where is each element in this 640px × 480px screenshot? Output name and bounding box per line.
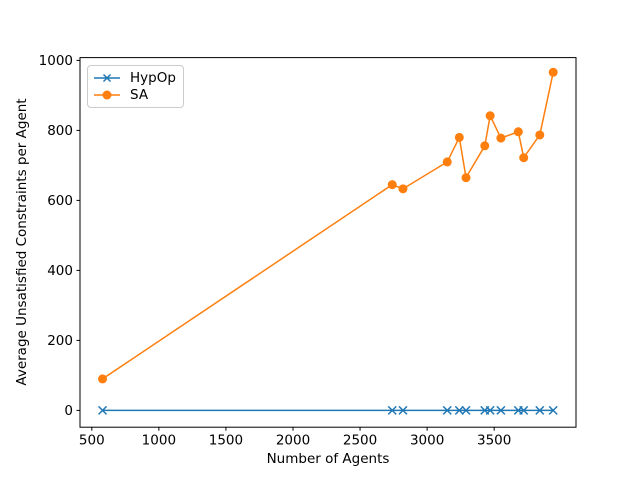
data-point-x xyxy=(454,405,464,415)
x-tick-label: 500 xyxy=(79,433,105,449)
data-point-circle xyxy=(461,173,471,183)
data-point-circle xyxy=(496,133,506,143)
data-point-circle xyxy=(387,180,397,190)
legend-label-sa: SA xyxy=(130,86,149,103)
line-circle-marker-icon xyxy=(94,90,120,100)
series-line-sa xyxy=(102,72,554,380)
data-point-circle xyxy=(485,111,495,121)
data-point-circle xyxy=(519,153,529,163)
data-point-circle xyxy=(398,184,408,194)
data-point-x xyxy=(442,405,452,415)
x-tick-label: 2500 xyxy=(343,433,377,449)
y-tick-label: 1000 xyxy=(39,53,73,69)
data-point-circle xyxy=(513,127,523,137)
legend: HypOp SA xyxy=(87,65,184,108)
y-tick-label: 400 xyxy=(47,263,73,279)
data-point-x xyxy=(535,405,545,415)
legend-label-hypop: HypOp xyxy=(130,70,176,87)
data-point-x xyxy=(398,405,408,415)
data-point-circle xyxy=(535,130,545,140)
line-x-marker-icon xyxy=(94,74,120,83)
data-point-x xyxy=(519,405,529,415)
data-point-circle xyxy=(548,67,558,77)
legend-item-sa: SA xyxy=(93,87,177,104)
data-point-circle xyxy=(454,132,464,142)
y-tick-label: 200 xyxy=(47,333,73,349)
y-tick-label: 0 xyxy=(64,403,73,419)
y-axis-label: Average Unsatisfied Constraints per Agen… xyxy=(14,98,30,386)
data-point-x xyxy=(461,405,471,415)
legend-item-hypop: HypOp xyxy=(93,70,177,87)
data-point-x xyxy=(98,405,108,415)
plot-border xyxy=(79,57,577,428)
x-axis-label: Number of Agents xyxy=(266,451,390,467)
y-tick-label: 600 xyxy=(47,193,73,209)
x-tick-label: 1500 xyxy=(209,433,243,449)
data-point-circle xyxy=(442,157,452,167)
data-point-circle xyxy=(480,141,490,151)
data-point-x xyxy=(485,405,495,415)
data-point-x xyxy=(387,405,397,415)
x-tick-label: 3000 xyxy=(410,433,444,449)
data-point-x xyxy=(496,405,506,415)
data-point-x xyxy=(548,405,558,415)
x-tick-label: 2000 xyxy=(276,433,310,449)
x-tick-label: 3500 xyxy=(477,433,511,449)
y-tick-label: 800 xyxy=(47,123,73,139)
data-point-circle xyxy=(98,374,108,384)
x-tick-label: 1000 xyxy=(142,433,176,449)
